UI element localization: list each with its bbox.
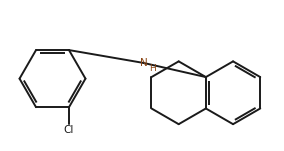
Text: Cl: Cl [64,125,74,135]
Text: N: N [140,58,147,68]
Text: H: H [149,64,156,73]
